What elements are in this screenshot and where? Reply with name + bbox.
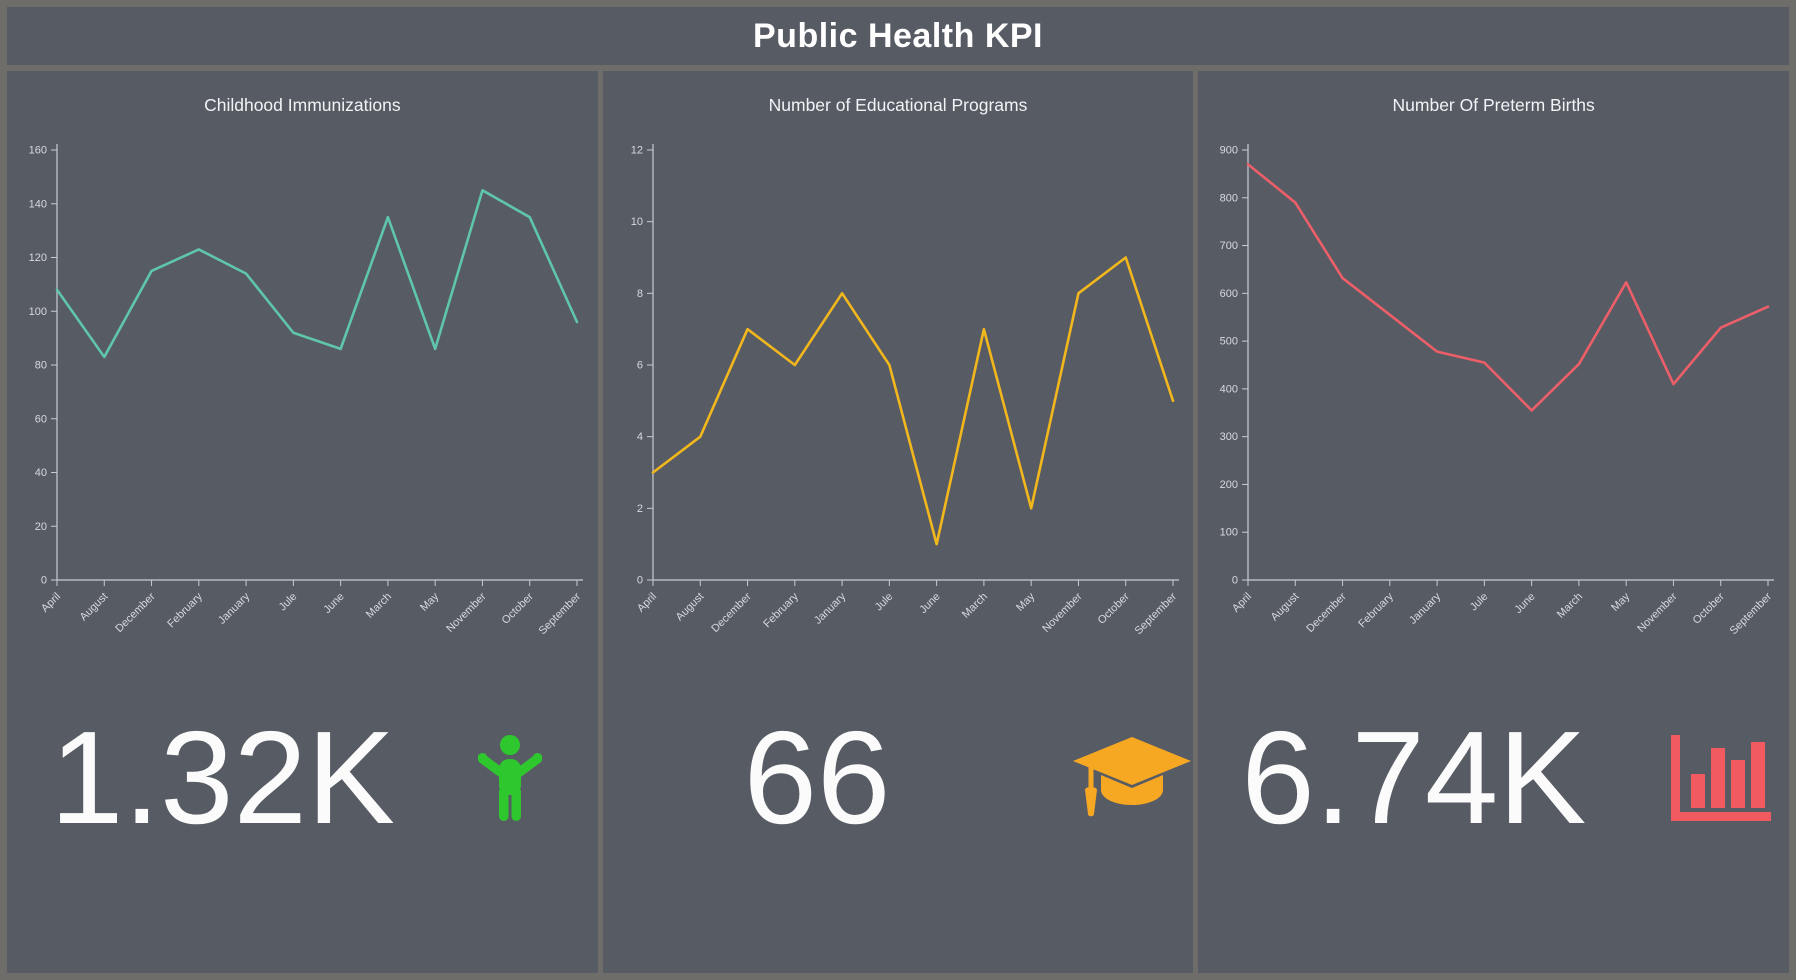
svg-text:April: April — [635, 591, 659, 615]
svg-text:100: 100 — [29, 306, 47, 318]
svg-text:300: 300 — [1220, 431, 1238, 443]
svg-text:500: 500 — [1220, 336, 1238, 348]
svg-text:August: August — [673, 591, 706, 624]
svg-text:November: November — [1040, 590, 1085, 635]
svg-text:800: 800 — [1220, 192, 1238, 204]
svg-text:20: 20 — [35, 521, 47, 533]
svg-text:December: December — [709, 590, 754, 635]
kpi-card-educational-programs: Number of Educational Programs 0 2 4 6 8 10 12… — [602, 71, 1194, 973]
svg-text:10: 10 — [630, 216, 642, 228]
chart-title: Number Of Preterm Births — [1392, 95, 1595, 115]
kpi-row: 1.32K — [7, 712, 598, 844]
kpi-row: 66 — [603, 712, 1194, 844]
kpi-card-childhood-immunizations: Childhood Immunizations 0 20 40 60 80 100 120 1… — [7, 71, 598, 973]
svg-text:March: March — [364, 591, 394, 621]
educational-programs-line-chart: 0 2 4 6 8 10 12 April August December February Janu… — [630, 144, 1179, 637]
chart-title: Number of Educational Programs — [768, 95, 1028, 115]
svg-text:October: October — [1095, 590, 1131, 626]
kpi-value: 1.32K — [50, 704, 395, 851]
svg-text:2: 2 — [637, 503, 643, 515]
svg-text:12: 12 — [630, 145, 642, 157]
svg-text:December: December — [1305, 590, 1350, 635]
svg-text:200: 200 — [1220, 479, 1238, 491]
graduation-cap-icon — [1071, 735, 1193, 821]
svg-text:September: September — [1132, 590, 1179, 637]
svg-text:0: 0 — [41, 575, 47, 587]
svg-text:June: June — [917, 591, 942, 616]
svg-text:October: October — [500, 590, 536, 626]
svg-text:June: June — [1513, 591, 1538, 616]
svg-text:40: 40 — [35, 467, 47, 479]
preterm-births-line-chart: 0 100 200 300 400 500 600 700 800 900 April August D… — [1220, 144, 1775, 637]
svg-text:4: 4 — [637, 431, 643, 443]
svg-text:6: 6 — [637, 360, 643, 372]
svg-text:Jule: Jule — [1468, 591, 1491, 614]
child-icon — [478, 733, 542, 823]
svg-text:January: January — [812, 590, 849, 627]
svg-text:Jule: Jule — [872, 591, 895, 614]
svg-text:February: February — [761, 590, 801, 630]
svg-text:900: 900 — [1220, 145, 1238, 157]
svg-text:March: March — [960, 591, 990, 621]
svg-text:March: March — [1555, 591, 1585, 621]
svg-text:160: 160 — [29, 145, 47, 157]
svg-text:February: February — [165, 590, 205, 630]
svg-text:60: 60 — [35, 413, 47, 425]
kpi-value: 6.74K — [1241, 704, 1587, 851]
kpi-value: 66 — [743, 704, 891, 851]
svg-text:700: 700 — [1220, 240, 1238, 252]
svg-text:Jule: Jule — [277, 591, 300, 614]
kpi-row: 6.74K — [1198, 712, 1789, 844]
svg-text:October: October — [1691, 590, 1727, 626]
svg-text:120: 120 — [29, 252, 47, 264]
dashboard-header: Public Health KPI — [7, 7, 1789, 65]
kpi-panels: Childhood Immunizations 0 20 40 60 80 100 120 1… — [7, 71, 1789, 973]
svg-text:100: 100 — [1220, 527, 1238, 539]
svg-text:November: November — [444, 590, 489, 635]
svg-text:August: August — [1269, 591, 1302, 624]
bar-chart-icon — [1669, 731, 1772, 825]
svg-text:December: December — [113, 590, 158, 635]
svg-text:January: January — [1407, 590, 1444, 627]
svg-text:June: June — [321, 591, 346, 616]
svg-text:January: January — [216, 590, 253, 627]
svg-text:May: May — [1609, 590, 1633, 614]
dashboard-title: Public Health KPI — [753, 16, 1043, 55]
svg-text:August: August — [78, 591, 111, 624]
svg-text:May: May — [418, 590, 442, 614]
svg-text:140: 140 — [29, 198, 47, 210]
svg-text:April: April — [39, 591, 63, 615]
svg-text:November: November — [1636, 590, 1681, 635]
svg-text:September: September — [537, 590, 584, 637]
svg-text:February: February — [1357, 590, 1397, 630]
svg-text:400: 400 — [1220, 383, 1238, 395]
svg-text:0: 0 — [1232, 575, 1238, 587]
svg-text:8: 8 — [637, 288, 643, 300]
svg-text:0: 0 — [637, 575, 643, 587]
svg-text:September: September — [1728, 590, 1775, 637]
svg-text:600: 600 — [1220, 288, 1238, 300]
svg-text:April: April — [1230, 591, 1254, 615]
svg-text:80: 80 — [35, 360, 47, 372]
kpi-card-preterm-births: Number Of Preterm Births 0 100 200 300 400 50… — [1198, 71, 1789, 973]
svg-text:May: May — [1014, 590, 1038, 614]
childhood-immunizations-line-chart: 0 20 40 60 80 100 120 140 160 April August December… — [29, 144, 584, 637]
chart-title: Childhood Immunizations — [204, 95, 401, 115]
